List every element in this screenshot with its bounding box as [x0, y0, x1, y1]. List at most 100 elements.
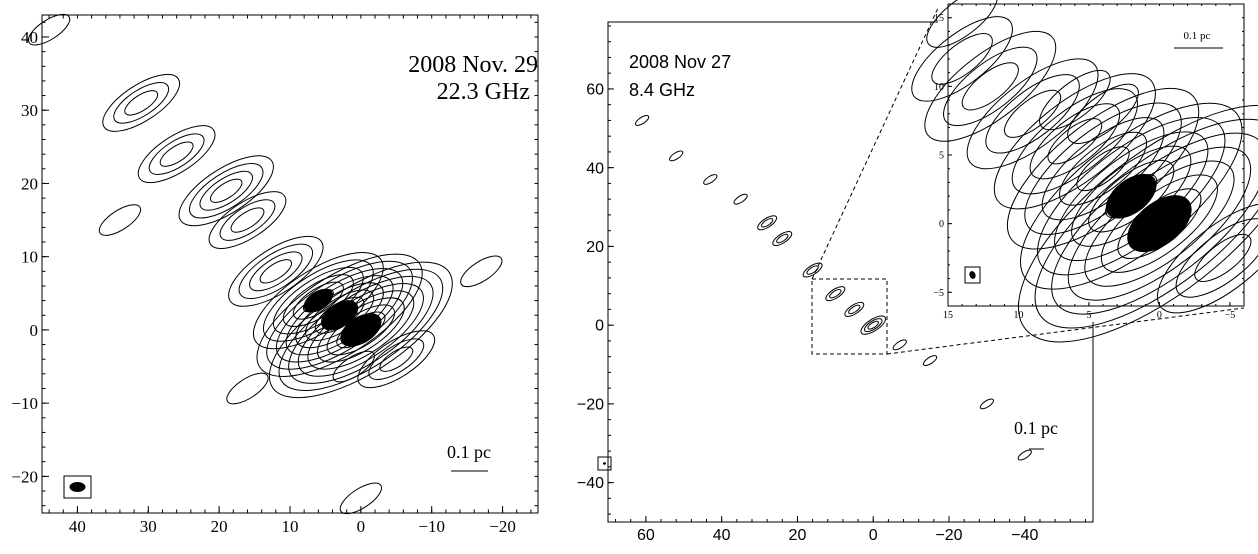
- inset-contour-level: [1194, 233, 1252, 282]
- inset-contour-level: [1041, 117, 1165, 221]
- left-contour-level: [259, 259, 293, 284]
- left-contour-component: [357, 330, 436, 389]
- left-beam-ellipse: [69, 482, 86, 492]
- inset-x-tick-label: 5: [1086, 310, 1091, 321]
- inset-beam-box: [964, 266, 981, 284]
- middle-y-tick-label: 20: [586, 239, 604, 256]
- inset-contour-level: [1019, 102, 1243, 290]
- left-contour-level: [332, 350, 375, 383]
- inset-x-tick-label: 15: [943, 310, 953, 321]
- left-x-tick-label: 40: [69, 517, 86, 536]
- left-contour-component: [226, 372, 269, 405]
- left-y-tick-label: 30: [21, 101, 38, 120]
- inset-x-tick-label: 0: [1157, 310, 1162, 321]
- middle-contour-component: [860, 315, 887, 335]
- middle-contour-level: [829, 288, 842, 299]
- middle-contour-component: [892, 339, 907, 351]
- inset-contour-level: [1047, 118, 1103, 165]
- inset-contour-level: [1076, 146, 1130, 192]
- left-x-tick-label: 30: [140, 517, 157, 536]
- left-x-tick-label: −10: [418, 517, 445, 536]
- inset-contour-level: [961, 62, 1019, 111]
- inset-contour-level: [1088, 159, 1175, 233]
- inset-contour-level: [1029, 103, 1121, 180]
- inset-contour-level: [911, 16, 1013, 102]
- middle-contour-component: [733, 193, 748, 205]
- left-title-date: 2008 Nov. 29: [408, 52, 538, 78]
- middle-contour-component: [757, 215, 778, 231]
- inset-contour-component: [1017, 104, 1258, 343]
- left-contour-core: [303, 288, 333, 313]
- middle-contour-level: [863, 318, 883, 333]
- inset-contour-level: [926, 0, 998, 48]
- inset-contour-component: [966, 58, 1099, 170]
- left-contour-component: [460, 255, 503, 288]
- inset-scale-bar-label: 0.1 pc: [1184, 30, 1211, 42]
- middle-beam-box: [597, 456, 612, 471]
- inset-contour-level: [1011, 88, 1139, 195]
- inset-contour-level: [1024, 102, 1182, 235]
- left-contour-level: [228, 235, 324, 307]
- middle-contour-level: [772, 231, 793, 247]
- left-contour-map: [27, 13, 503, 515]
- middle-contour-map: [634, 115, 1032, 461]
- left-beam-box: [63, 475, 92, 499]
- left-contour-component: [102, 73, 181, 132]
- left-contour-level: [268, 261, 453, 399]
- left-scale-bar-label: 0.1 pc: [447, 442, 491, 462]
- left-contour-level: [305, 289, 375, 341]
- middle-title-date: 2008 Nov 27: [629, 52, 731, 72]
- middle-contour-level: [979, 398, 995, 410]
- left-contour-level: [238, 243, 314, 300]
- inset-contour-component: [911, 16, 1013, 102]
- left-contour-level: [339, 482, 383, 515]
- inset-y-tick-label: 5: [939, 151, 944, 162]
- middle-contour-level: [860, 315, 887, 335]
- inset-y-tick-label: 10: [934, 82, 944, 93]
- middle-contour-component: [922, 355, 938, 366]
- left-contour-level: [266, 260, 413, 370]
- inset-contour-level: [924, 30, 1057, 142]
- inset-y-tick-label: 0: [939, 219, 944, 230]
- inset-contour-level: [1037, 117, 1226, 276]
- middle-title-freq: 8.4 GHz: [629, 80, 695, 100]
- left-contour-component: [208, 191, 287, 249]
- left-contour-level: [262, 259, 374, 342]
- middle-contour-level: [760, 218, 774, 228]
- inset-x-tick-label: 10: [1013, 310, 1023, 321]
- middle-x-tick-label: −20: [935, 527, 962, 544]
- zoom-region-box: [811, 278, 888, 355]
- left-contour-component: [137, 125, 216, 184]
- inset-contour-component: [1006, 87, 1200, 250]
- middle-contour-level: [703, 174, 718, 185]
- inset-contour-level: [1071, 145, 1192, 247]
- middle-contour-level: [776, 233, 789, 244]
- inset-contour-map: [911, 0, 1258, 343]
- middle-contour-level: [806, 265, 819, 275]
- panel-22ghz: 40 30 20 10 0 −10 −20 40 30 20 10 0 −10 −20 2008 Nov.…: [11, 13, 539, 536]
- left-contour-level: [209, 178, 243, 203]
- left-x-tick-label: 20: [211, 517, 228, 536]
- middle-contour-level: [757, 215, 778, 231]
- middle-contour-level: [1017, 449, 1032, 461]
- inset-contour-level: [1175, 218, 1258, 298]
- middle-x-tick-label: 20: [789, 527, 807, 544]
- inset-contour-level: [985, 74, 1080, 154]
- middle-contour-level: [922, 355, 938, 366]
- middle-contour-component: [979, 398, 995, 410]
- inset-contour-component: [1067, 83, 1139, 144]
- left-contour-level: [102, 73, 181, 132]
- inset-contour-level: [1017, 104, 1258, 343]
- middle-scale-bar-label: 0.1 pc: [1014, 418, 1058, 438]
- inset-contour-component: [924, 30, 1057, 142]
- middle-contour-level: [892, 339, 907, 351]
- middle-y-tick-label: 60: [586, 82, 604, 99]
- left-contour-component: [228, 235, 324, 307]
- left-contour-level: [282, 274, 354, 328]
- left-contour-level: [368, 338, 425, 380]
- inset-contour-level: [1034, 118, 1258, 329]
- middle-beam-ellipse: [603, 462, 606, 465]
- middle-contour-component: [772, 231, 793, 247]
- inset-contour-component: [926, 0, 998, 48]
